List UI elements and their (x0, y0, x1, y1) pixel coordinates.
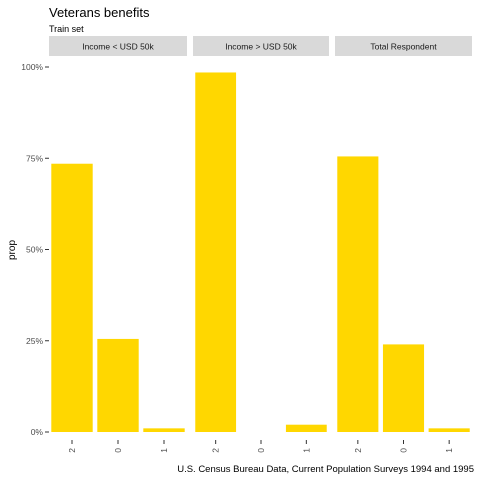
bar (195, 72, 237, 432)
facet-strip (49, 36, 187, 56)
y-tick-label: 25% (26, 336, 43, 346)
y-axis: 0% 25% 50% 75% 100% (21, 62, 49, 437)
y-tick-label: 50% (26, 245, 43, 255)
x-tick-label: 1 (444, 448, 454, 453)
y-tick-label: 0% (31, 427, 44, 437)
chart-caption: U.S. Census Bureau Data, Current Populat… (177, 464, 474, 475)
facet-panel: Income > USD 50k 2 0 1 (193, 36, 329, 453)
bar (51, 163, 93, 432)
bar (382, 344, 425, 432)
x-tick-label: 2 (67, 448, 77, 453)
x-tick-label: 2 (211, 448, 221, 453)
chart-subtitle: Train set (49, 24, 84, 34)
x-tick-label: 0 (256, 448, 266, 453)
bar (337, 156, 379, 433)
y-tick-label: 75% (26, 153, 43, 163)
x-tick-label: 0 (113, 448, 123, 453)
bar (285, 424, 327, 432)
chart-title: Veterans benefits (49, 5, 150, 20)
facet-strip (335, 36, 472, 56)
bar (143, 428, 185, 432)
bar (97, 338, 139, 432)
y-axis-label: prop (7, 240, 18, 260)
bar (428, 428, 470, 432)
x-tick-label: 1 (301, 448, 311, 453)
facet-strip-label: Total Respondent (370, 42, 437, 52)
facet-panel: Income < USD 50k 2 0 1 (49, 36, 187, 453)
facet-panel: Total Respondent 2 0 1 (335, 36, 472, 453)
x-tick-label: 0 (399, 448, 409, 453)
x-tick-label: 1 (159, 448, 169, 453)
facet-strip (193, 36, 329, 56)
facet-strip-label: Income > USD 50k (225, 42, 297, 52)
x-tick-label: 2 (353, 448, 363, 453)
facet-strip-label: Income < USD 50k (82, 42, 154, 52)
y-tick-label: 100% (21, 62, 43, 72)
